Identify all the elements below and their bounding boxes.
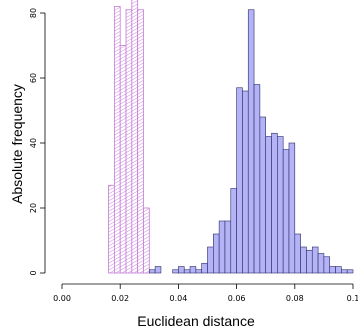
histogram-bar-series2 [277, 136, 284, 274]
y-tick-label: 60 [29, 73, 38, 83]
histogram-bar-series2 [183, 269, 191, 274]
histogram-bar-series2 [288, 142, 296, 274]
histogram-bar-series2 [195, 269, 202, 274]
histogram-bar-series2 [323, 256, 331, 274]
histogram-bar-series2 [271, 132, 278, 274]
histogram-bar-series2 [218, 220, 226, 274]
histogram-bar-series2 [236, 87, 243, 274]
y-axis-ticks: 0 20 40 60 80 [29, 8, 45, 276]
y-tick-label: 0 [29, 270, 38, 275]
histogram-bar-series2 [311, 246, 319, 274]
x-tick-label: 0.1 [347, 294, 358, 303]
y-tick-label: 80 [29, 8, 38, 18]
y-axis-title: Absolute frequency [9, 84, 25, 204]
histogram-bar-series1 [131, 0, 139, 274]
histogram-bar-series2 [172, 269, 179, 274]
histogram-bar-series1 [125, 9, 133, 274]
histogram-bar-series2 [253, 84, 261, 274]
histogram-bar-series2 [335, 266, 342, 274]
histogram-bar-series1 [137, 9, 144, 274]
x-tick-label: 0.04 [169, 294, 187, 303]
histogram-bar-series2 [189, 266, 197, 274]
y-tick-label: 40 [29, 138, 38, 148]
x-axis-ticks: 0.00 0.02 0.04 0.06 0.08 0.1 [53, 284, 358, 303]
histogram-bar-series2 [154, 266, 162, 274]
histogram-bar-series2 [317, 253, 325, 274]
x-tick-label: 0.00 [53, 294, 71, 303]
histogram-bar-series2 [341, 269, 348, 274]
histogram-bar-series2 [300, 246, 307, 274]
histogram-bar-series2 [224, 220, 232, 274]
histogram-bar-series2 [306, 249, 313, 274]
histogram-bar-series2 [247, 9, 255, 274]
histogram-bar-series2 [346, 269, 354, 274]
x-tick-label: 0.06 [228, 294, 246, 303]
histogram-bar-series1 [108, 184, 115, 274]
histogram-bar-series2 [329, 266, 336, 274]
x-tick-label: 0.08 [286, 294, 304, 303]
histogram-bar-series2 [230, 188, 237, 274]
histogram-bar-series2 [294, 233, 301, 274]
histogram-bar-series2 [207, 246, 214, 274]
histogram-bar-series2 [265, 136, 272, 274]
y-tick-label: 20 [29, 203, 38, 213]
histogram-bar-series2 [178, 266, 185, 274]
histogram-bar-series1 [119, 45, 127, 274]
histogram-bar-series2 [282, 149, 290, 274]
histogram-bar-series1 [143, 207, 150, 274]
histogram-bar-series2 [149, 269, 156, 274]
histogram-bar-series2 [259, 116, 267, 274]
bars-layer [108, 0, 354, 274]
x-axis-title: Euclidean distance [137, 313, 255, 329]
histogram-bar-series2 [213, 233, 220, 274]
x-tick-label: 0.02 [111, 294, 129, 303]
histogram-bar-series1 [113, 6, 121, 274]
histogram-bar-series2 [201, 262, 208, 274]
histogram-bar-series2 [242, 90, 249, 274]
